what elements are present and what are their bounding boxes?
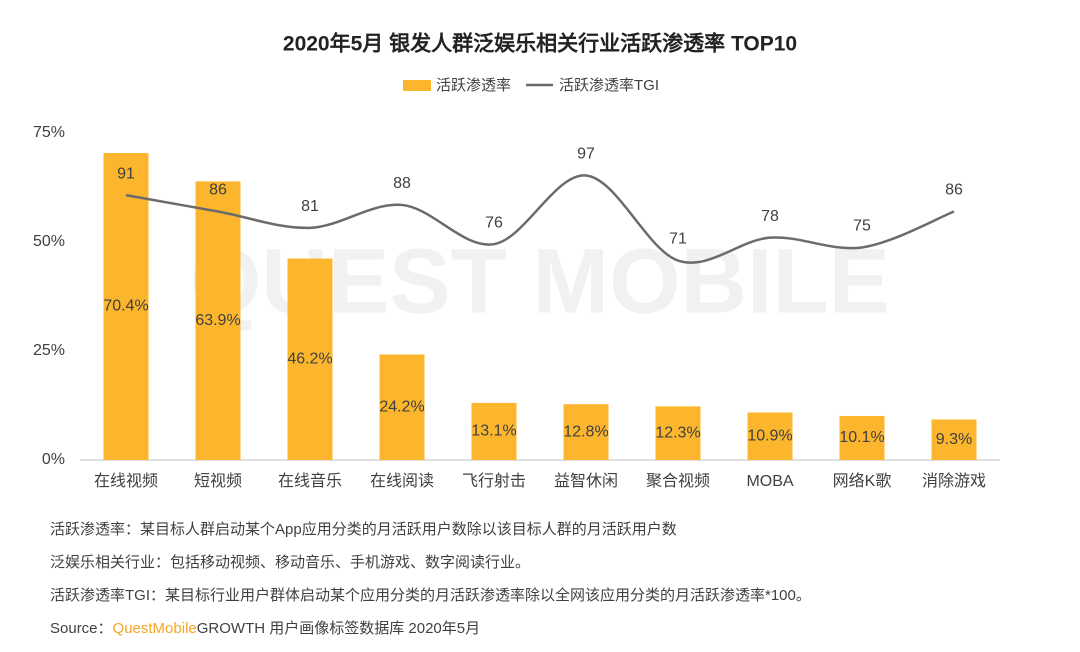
source-text: GROWTH 用户画像标签数据库 2020年5月 <box>196 620 481 637</box>
line-value-label: 86 <box>945 182 963 199</box>
bar-value-label: 13.1% <box>471 423 516 440</box>
bar-value-label: 24.2% <box>379 398 424 415</box>
bar <box>747 412 793 460</box>
source: Source：QuestMobileGROWTH 用户画像标签数据库 2020年… <box>50 617 480 638</box>
bar-value-label: 9.3% <box>936 431 972 448</box>
line-value-label: 76 <box>485 214 503 231</box>
source-brand: QuestMobile <box>112 620 197 637</box>
bar-value-label: 10.9% <box>747 427 792 444</box>
legend-label: 活跃渗透率 <box>436 77 511 94</box>
bar <box>195 181 241 460</box>
y-tick-label: 75% <box>33 124 65 141</box>
y-tick-label: 0% <box>42 451 65 468</box>
bar-value-label: 46.2% <box>287 351 332 368</box>
x-tick-label: 网络K歌 <box>833 471 892 490</box>
line-value-label: 86 <box>209 182 227 199</box>
x-tick-label: 益智休闲 <box>554 472 618 490</box>
bar <box>931 419 977 460</box>
x-tick-label: 在线音乐 <box>278 472 342 490</box>
line-value-label: 88 <box>393 175 411 192</box>
chart: QUEST MOBILE 2020年5月 银发人群泛娱乐相关行业活跃渗透率 TO… <box>33 32 1000 490</box>
y-tick-label: 25% <box>33 342 65 359</box>
legend-label: 活跃渗透率TGI <box>559 77 659 94</box>
note: 活跃渗透率TGI：某目标行业用户群体启动某个应用分类的月活跃渗透率除以全网该应用… <box>50 587 811 604</box>
line-value-label: 75 <box>853 218 871 235</box>
bar-value-label: 70.4% <box>103 298 148 315</box>
x-tick-label: MOBA <box>746 473 793 490</box>
line-value-label: 97 <box>577 146 595 163</box>
bar-value-label: 63.9% <box>195 312 240 329</box>
x-tick-label: 飞行射击 <box>462 472 526 490</box>
x-tick-label: 短视频 <box>194 472 242 490</box>
line-value-label: 81 <box>301 198 319 215</box>
bar <box>839 415 885 460</box>
note: 活跃渗透率：某目标人群启动某个App应用分类的月活跃用户数除以该目标人群的月活跃… <box>50 521 677 538</box>
bar <box>471 402 517 460</box>
x-tick-label: 消除游戏 <box>922 472 986 490</box>
bar <box>655 406 701 460</box>
y-tick-label: 50% <box>33 233 65 250</box>
bar-value-label: 10.1% <box>839 429 884 446</box>
line-value-label: 78 <box>761 208 779 225</box>
line-value-label: 71 <box>669 231 687 248</box>
tgi-line <box>125 174 955 264</box>
note: 泛娱乐相关行业：包括移动视频、移动音乐、手机游戏、数字阅读行业。 <box>50 554 531 571</box>
bar <box>287 258 333 460</box>
source-label: Source： <box>50 620 113 637</box>
x-tick-label: 聚合视频 <box>646 472 710 490</box>
x-tick-label: 在线阅读 <box>370 472 434 490</box>
bar-value-label: 12.8% <box>563 423 608 440</box>
bar <box>103 153 149 460</box>
bar <box>379 354 425 460</box>
legend-swatch <box>403 80 431 91</box>
line-value-label: 91 <box>117 165 135 182</box>
bar-value-label: 12.3% <box>655 424 700 441</box>
bar <box>563 404 609 460</box>
x-tick-label: 在线视频 <box>94 472 158 490</box>
chart-title: 2020年5月 银发人群泛娱乐相关行业活跃渗透率 TOP10 <box>283 32 797 56</box>
